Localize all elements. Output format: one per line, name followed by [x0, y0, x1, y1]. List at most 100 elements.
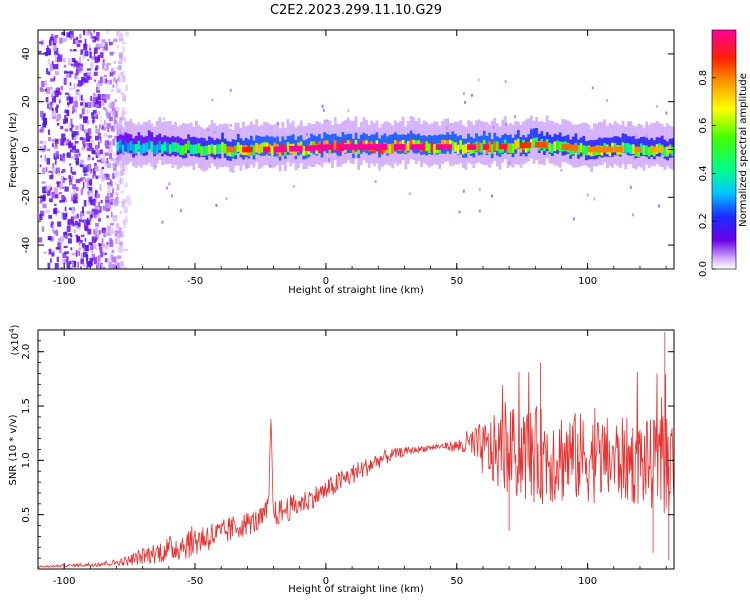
noise-speck — [87, 191, 90, 195]
noise-speck — [70, 267, 72, 269]
noise-speck — [84, 128, 88, 134]
noise-speck — [75, 149, 80, 153]
noise-speck — [119, 57, 123, 61]
noise-speck — [110, 254, 113, 260]
ridge-core — [577, 145, 580, 155]
ridge-core — [579, 142, 583, 153]
ridge-core — [480, 143, 484, 153]
noise-speck — [471, 93, 473, 97]
noise-speck — [41, 226, 45, 232]
noise-speck — [120, 266, 123, 269]
noise-speck — [82, 181, 85, 189]
noise-speck — [83, 43, 87, 48]
noise-speck — [91, 112, 95, 115]
noise-speck — [50, 223, 53, 228]
noise-speck — [68, 87, 73, 91]
x-tick-label: -50 — [187, 276, 203, 287]
noise-speck — [109, 52, 114, 56]
ridge-core — [626, 143, 630, 153]
noise-speck — [75, 69, 79, 76]
noise-speck — [51, 250, 55, 254]
noise-speck — [123, 266, 127, 269]
noise-speck — [322, 108, 325, 112]
noise-speck — [112, 71, 115, 75]
noise-speck — [39, 140, 44, 144]
noise-speck — [71, 124, 74, 128]
ridge-core — [459, 140, 463, 150]
noise-speck — [72, 105, 76, 112]
noise-speck — [64, 114, 67, 121]
noise-speck — [109, 179, 112, 186]
noise-speck — [83, 219, 87, 227]
noise-speck — [112, 101, 115, 109]
ridge-core — [488, 141, 491, 151]
noise-speck — [229, 124, 232, 127]
noise-speck — [82, 137, 86, 145]
noise-speck — [88, 261, 93, 267]
noise-speck — [106, 109, 109, 113]
noise-speck — [80, 49, 84, 54]
noise-speck — [50, 86, 53, 91]
colorbar-gradient — [712, 30, 736, 269]
noise-speck — [52, 90, 56, 95]
noise-speck — [92, 38, 95, 41]
noise-speck — [108, 39, 111, 42]
noise-speck — [79, 34, 82, 39]
snr-line — [38, 332, 674, 569]
noise-speck — [111, 249, 115, 253]
noise-speck — [74, 220, 78, 226]
noise-speck — [91, 150, 96, 154]
noise-speck — [54, 71, 59, 76]
noise-speck — [74, 224, 78, 228]
noise-speck — [40, 210, 45, 217]
noise-speck — [85, 254, 89, 261]
noise-speck — [77, 261, 79, 269]
noise-speck — [42, 197, 46, 201]
noise-speck — [103, 120, 106, 125]
ridge-peak — [603, 146, 614, 153]
noise-speck — [112, 110, 115, 117]
ridge-peak — [226, 146, 236, 153]
noise-speck — [95, 135, 100, 141]
snr-panel: -100 -50 0 50 100 0.5 1.0 1.5 2.0 Height of stra… — [8, 324, 675, 595]
noise-speck — [99, 149, 104, 155]
ridge-core — [158, 140, 162, 151]
noise-speck — [102, 59, 104, 63]
ridge-core — [208, 144, 211, 155]
ridge-peak — [409, 144, 416, 150]
noise-speck — [79, 63, 83, 67]
ridge-peak — [346, 144, 352, 150]
noise-speck — [658, 204, 661, 208]
ridge-core — [205, 145, 209, 156]
ridge-core — [192, 144, 196, 155]
noise-speck — [211, 98, 214, 102]
noise-speck — [78, 250, 80, 256]
ridge-core — [569, 145, 573, 156]
ridge-peak — [289, 145, 298, 152]
ridge-peak — [341, 144, 348, 150]
noise-speck — [54, 160, 57, 165]
noise-speck — [43, 251, 47, 254]
noise-speck — [56, 87, 60, 91]
noise-speck — [74, 59, 76, 67]
noise-speck — [92, 228, 98, 235]
noise-speck — [81, 176, 86, 180]
ridge-core — [179, 145, 183, 155]
noise-speck — [109, 110, 112, 114]
noise-speck — [57, 238, 61, 245]
noise-speck — [72, 216, 74, 221]
noise-speck — [115, 122, 117, 127]
noise-speck — [69, 142, 74, 149]
noise-speck — [51, 138, 55, 142]
noise-speck — [64, 128, 69, 132]
snr-frame — [37, 329, 675, 570]
noise-speck — [112, 264, 117, 269]
noise-speck — [118, 52, 123, 58]
noise-speck — [56, 114, 62, 120]
noise-speck — [127, 198, 132, 206]
noise-speck — [119, 162, 122, 169]
ridge-peak — [273, 146, 279, 153]
noise-speck — [98, 141, 100, 149]
noise-speck — [97, 46, 101, 50]
ridge-core — [556, 140, 559, 151]
